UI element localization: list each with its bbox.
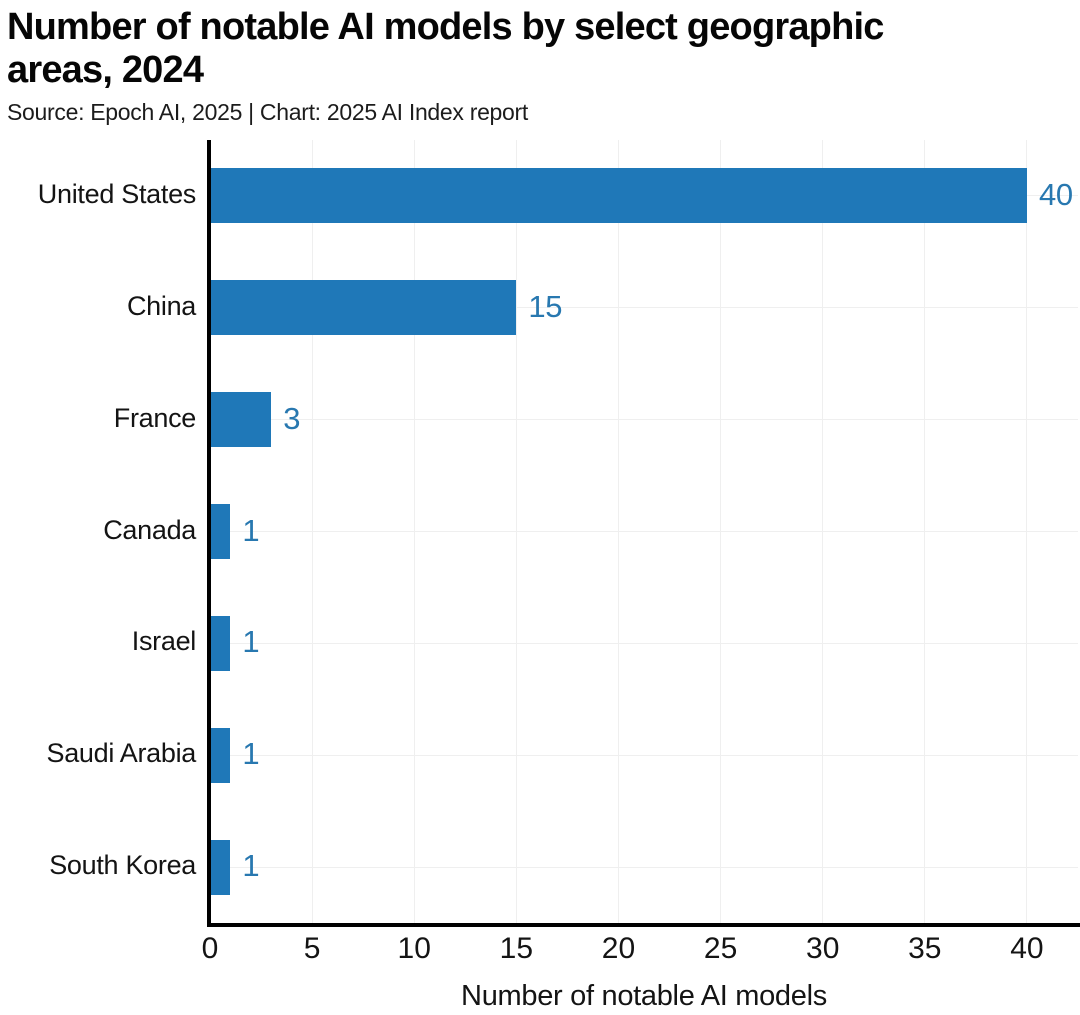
x-axis-tick-label: 35 <box>908 932 942 965</box>
y-axis-category-label: France <box>113 402 197 433</box>
y-axis-category-label: Israel <box>131 626 197 657</box>
bar-canada <box>210 504 231 559</box>
bar-value-label: 1 <box>242 512 260 548</box>
y-axis-line <box>207 140 211 927</box>
x-axis-tick-label: 15 <box>499 932 534 965</box>
chart-title-line-1: Number of notable AI models by select ge… <box>7 6 884 48</box>
x-axis-tick-label: 30 <box>806 932 840 965</box>
y-axis-category-label: United States <box>37 178 197 209</box>
chart-title-line-2: areas, 2024 <box>7 48 204 91</box>
bar-value-label: 1 <box>242 848 260 884</box>
gridline-horizontal <box>210 642 1078 644</box>
y-axis-category-label: Canada <box>103 514 196 545</box>
y-axis-category-label: Saudi Arabia <box>46 738 196 769</box>
bar-value-label: 15 <box>528 288 563 324</box>
bar-value-label: 1 <box>242 624 260 660</box>
x-axis-tick-label: 0 <box>201 932 219 965</box>
gridline-horizontal <box>210 866 1078 868</box>
bar-saudi-arabia <box>210 727 231 783</box>
gridline-horizontal <box>210 531 1078 532</box>
bar-china <box>210 280 517 336</box>
x-axis-tick-label: 10 <box>397 932 431 965</box>
gridline-horizontal <box>210 754 1078 756</box>
bar-united-states <box>210 168 1027 224</box>
y-axis-category-label: South Korea <box>49 850 196 881</box>
gridline-horizontal <box>210 419 1078 421</box>
gridline-horizontal <box>210 307 1078 309</box>
x-axis-tick-label: 5 <box>303 932 321 965</box>
x-axis-tick-label: 40 <box>1010 932 1044 965</box>
bar-value-label: 40 <box>1038 176 1073 212</box>
x-axis-title: Number of notable AI models <box>461 980 827 1012</box>
bar-france <box>210 392 272 448</box>
bar-south-korea <box>210 839 231 895</box>
chart-title: Number of notable AI models by select ge… <box>7 6 1052 91</box>
bar-value-label: 3 <box>283 400 301 436</box>
bar-israel <box>210 615 231 671</box>
x-axis-line <box>207 923 1080 927</box>
y-axis-category-label: China <box>126 290 196 321</box>
x-axis-tick-label: 20 <box>601 932 636 965</box>
bar-value-label: 1 <box>242 736 260 772</box>
chart-source-line: Source: Epoch AI, 2025 | Chart: 2025 AI … <box>7 99 528 125</box>
x-axis-tick-label: 25 <box>703 932 738 965</box>
